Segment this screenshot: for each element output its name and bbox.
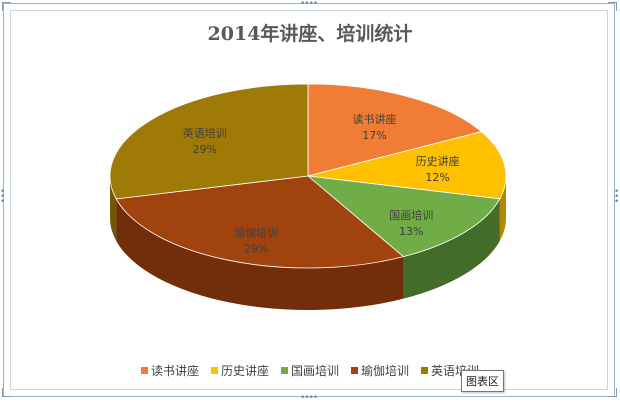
pie-side-2[interactable] <box>403 198 500 299</box>
legend-swatch <box>351 367 358 374</box>
resize-corner-top-left[interactable] <box>2 2 11 11</box>
resize-handle-bottom[interactable]: •••• <box>300 393 318 403</box>
pie-slice-1[interactable] <box>307 131 507 200</box>
legend-label: 瑜伽培训 <box>361 364 410 378</box>
slice-category-label[interactable]: 读书讲座 <box>353 112 397 126</box>
legend-label: 历史讲座 <box>220 364 269 378</box>
plot-border <box>10 10 608 390</box>
pie-slice-0[interactable] <box>307 83 483 177</box>
pie-side-shade-3 <box>116 198 404 310</box>
resize-handle-right[interactable]: • • • <box>614 187 619 207</box>
legend-item[interactable]: 瑜伽培训 <box>351 362 409 379</box>
legend-item[interactable]: 历史讲座 <box>210 362 269 379</box>
pie-side-4[interactable] <box>110 176 117 241</box>
legend-item[interactable]: 读书讲座 <box>140 362 199 379</box>
pie-side-shade-1 <box>499 176 506 241</box>
legend-swatch <box>280 367 288 374</box>
resize-corner-top-right[interactable] <box>608 2 617 11</box>
slice-category-label[interactable]: 瑜伽培训 <box>234 225 278 239</box>
slice-value-label[interactable]: 17% <box>362 129 386 142</box>
resize-corner-bottom-left[interactable] <box>2 388 11 397</box>
resize-handle-left[interactable]: • • • <box>0 187 5 207</box>
legend-label: 国画培训 <box>290 364 339 378</box>
slice-value-label[interactable]: 12% <box>425 171 449 184</box>
legend-swatch <box>210 367 218 374</box>
slice-category-label[interactable]: 历史讲座 <box>416 154 460 168</box>
legend-swatch <box>140 367 148 374</box>
chart-title[interactable]: 2014年讲座、培训统计 <box>207 23 413 45</box>
pie-slice-3[interactable] <box>115 175 405 269</box>
tooltip: 图表区 <box>461 370 504 392</box>
resize-handle-top[interactable]: •••• <box>300 0 318 9</box>
pie-side-1[interactable] <box>499 176 506 241</box>
slice-value-label[interactable]: 29% <box>244 242 268 255</box>
legend-label: 读书讲座 <box>150 364 199 378</box>
pie-slice-4[interactable] <box>109 83 309 200</box>
slice-category-label[interactable]: 英语培训 <box>183 126 227 140</box>
pie-side-3[interactable] <box>116 198 404 310</box>
slice-value-label[interactable]: 13% <box>399 225 423 238</box>
slice-value-label[interactable]: 29% <box>193 143 217 156</box>
pie-side-shade-2 <box>403 198 500 299</box>
legend-item[interactable]: 国画培训 <box>280 362 339 379</box>
resize-corner-bottom-right[interactable] <box>608 388 617 397</box>
legend[interactable]: 读书讲座 历史讲座 国画培训 瑜伽培训 英语培训 <box>0 362 620 379</box>
pie-side-shade-4 <box>110 176 117 241</box>
pie-slice-2[interactable] <box>306 175 501 258</box>
slice-category-label[interactable]: 国画培训 <box>389 208 433 222</box>
legend-swatch <box>421 367 429 374</box>
